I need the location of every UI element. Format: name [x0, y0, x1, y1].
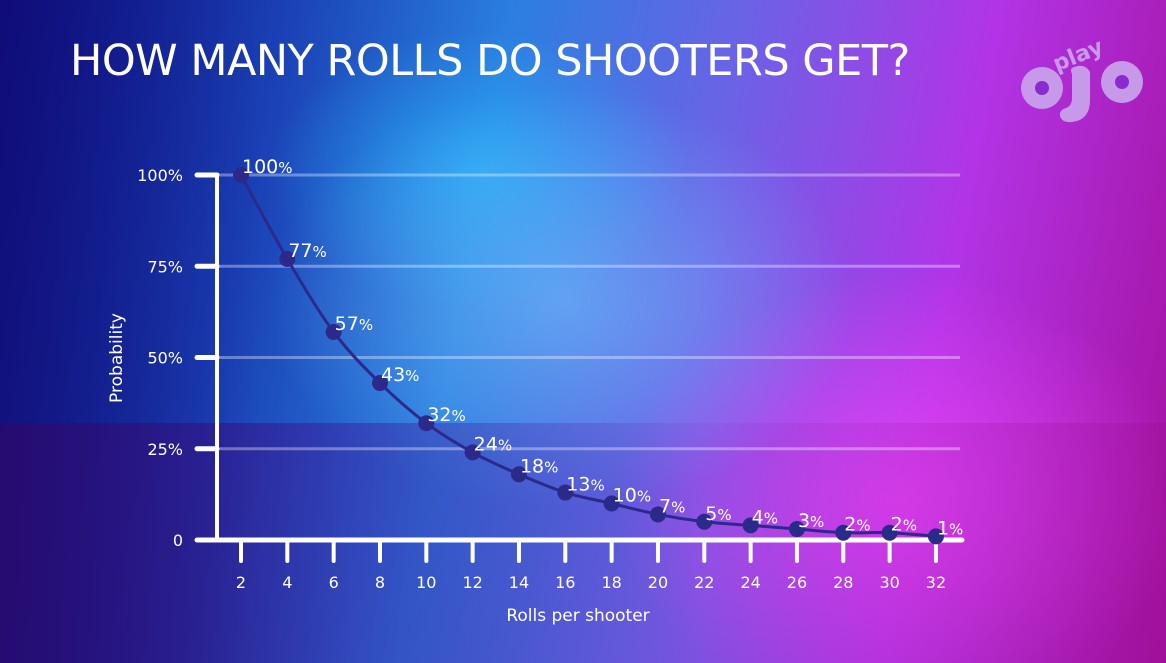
data-label: 1%	[937, 517, 963, 539]
y-axis-label: Probability	[107, 313, 127, 403]
data-point	[927, 528, 944, 545]
data-point	[510, 466, 527, 483]
data-label: 2%	[844, 514, 870, 536]
y-tick-label: 100%	[137, 166, 183, 185]
x-tick-label: 22	[694, 573, 714, 592]
y-axis-ticks: 0 25% 50% 75% 100%	[137, 166, 220, 550]
x-tick-label: 20	[648, 573, 668, 592]
y-tick-label: 50%	[147, 349, 183, 368]
x-tick-label: 10	[416, 573, 436, 592]
data-point	[371, 375, 388, 392]
x-tick-label: 28	[833, 573, 853, 592]
x-tick-label: 12	[462, 573, 482, 592]
data-point	[788, 521, 805, 538]
x-tick-label: 18	[601, 573, 621, 592]
data-label: 13%	[566, 474, 604, 496]
data-point	[557, 484, 574, 501]
data-label: 10%	[613, 485, 651, 507]
data-label: 7%	[659, 495, 685, 517]
data-point	[649, 506, 666, 523]
y-tick-label: 0	[173, 531, 183, 550]
data-point	[881, 524, 898, 541]
x-tick-label: 16	[555, 573, 575, 592]
x-tick-label: 30	[879, 573, 899, 592]
data-label: 3%	[798, 510, 824, 532]
data-point	[464, 444, 481, 461]
data-label: 4%	[752, 506, 778, 528]
data-point	[279, 250, 296, 267]
data-point	[325, 323, 342, 340]
data-label: 77%	[288, 240, 326, 262]
x-tick-label: 26	[787, 573, 807, 592]
data-label: 18%	[520, 455, 558, 477]
x-axis-ticks: 2 4 6 8 10 12 14 16 18 20 22 24 26 28 30 32	[236, 538, 946, 592]
y-tick-label: 75%	[147, 257, 183, 276]
data-label: 43%	[381, 364, 419, 386]
playojo-logo: play	[1021, 35, 1143, 123]
x-tick-label: 14	[509, 573, 529, 592]
x-tick-label: 6	[329, 573, 339, 592]
data-label: 32%	[427, 404, 465, 426]
x-tick-label: 32	[926, 573, 946, 592]
x-tick-label: 2	[236, 573, 246, 592]
data-point	[742, 517, 759, 534]
data-label: 100%	[242, 156, 293, 178]
x-tick-label: 24	[740, 573, 760, 592]
data-labels: 100% 77% 57% 43% 32% 24% 18% 13% 10% 7% 5% 4% 3% 2% 2%…	[242, 156, 963, 539]
x-axis-label: Rolls per shooter	[506, 606, 649, 626]
data-label: 2%	[891, 514, 917, 536]
y-tick-label: 25%	[147, 440, 183, 459]
x-tick-label: 8	[375, 573, 385, 592]
data-points	[233, 167, 944, 545]
chart-title: HOW MANY ROLLS DO SHOOTERS GET?	[70, 36, 910, 86]
data-point	[233, 167, 249, 183]
data-point	[835, 524, 852, 541]
x-tick-label: 4	[282, 573, 292, 592]
gridlines	[217, 173, 960, 451]
data-label: 24%	[474, 433, 512, 455]
data-point	[603, 495, 620, 512]
data-label: 5%	[705, 503, 731, 525]
data-label: 57%	[335, 313, 373, 335]
data-point	[418, 415, 435, 432]
data-point	[696, 513, 713, 530]
